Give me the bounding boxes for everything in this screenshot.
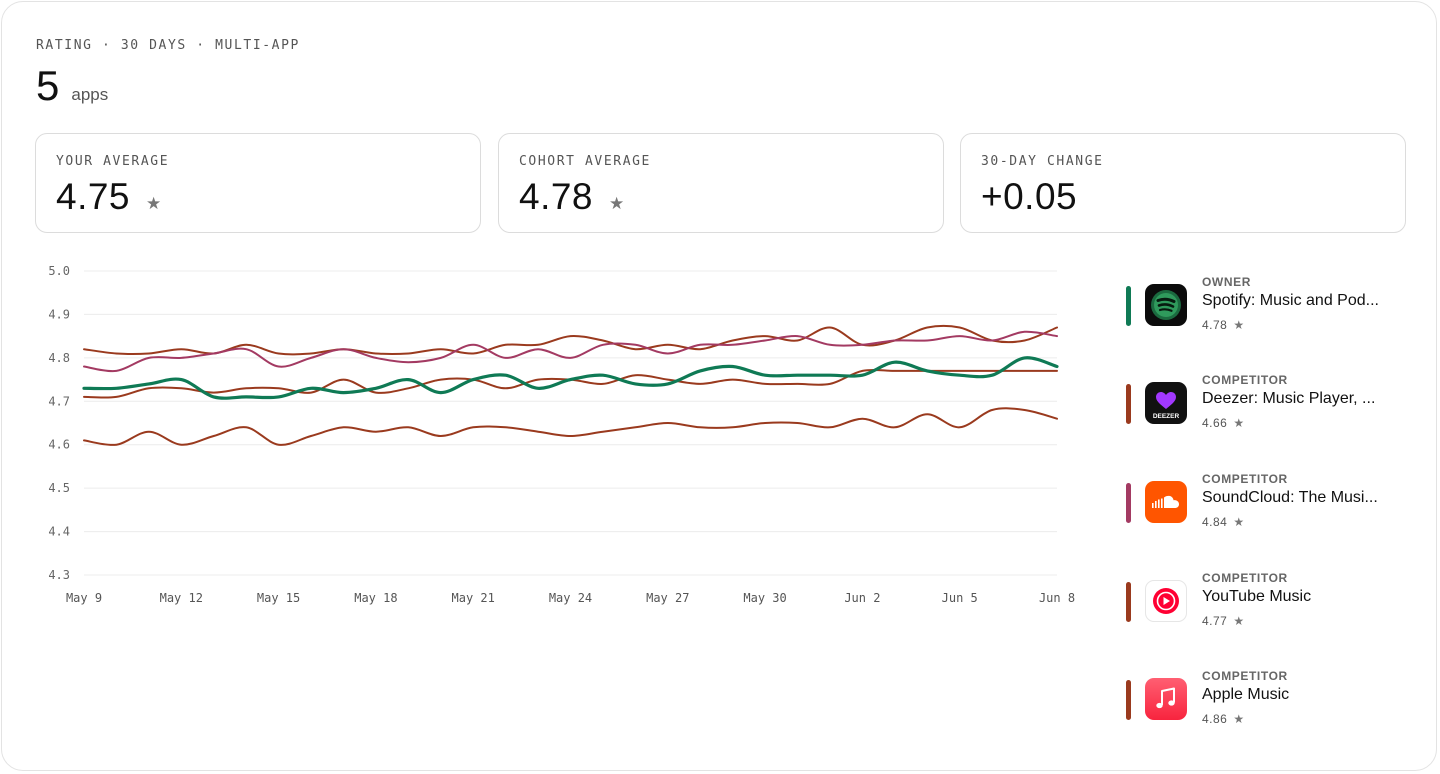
series-line-youtube-music (83, 368, 1058, 399)
stat-your-average: YOUR AVERAGE 4.75 ★ (35, 133, 481, 233)
y-tick-label: 5.0 (48, 264, 70, 278)
stat-label: YOUR AVERAGE (56, 154, 170, 169)
star-icon: ★ (1233, 515, 1245, 529)
legend-role: COMPETITOR (1202, 472, 1288, 486)
x-tick-label: May 15 (257, 591, 300, 605)
legend-app-name: Deezer: Music Player, ... (1202, 390, 1376, 407)
x-tick-label: May 9 (66, 591, 102, 605)
legend-rating: 4.77 (1202, 614, 1228, 628)
legend-color-bar (1126, 483, 1131, 523)
stat-value: +0.05 (981, 176, 1078, 217)
star-icon: ★ (1233, 416, 1245, 430)
app-count: 5 apps (36, 62, 108, 110)
legend-item-apple-music[interactable]: COMPETITOR Apple Music 4.86 ★ (1122, 666, 1422, 726)
x-tick-label: May 18 (354, 591, 397, 605)
apple-music-icon (1145, 678, 1187, 720)
deezer-icon: DEEZER (1145, 382, 1187, 424)
legend-item-youtube-music[interactable]: COMPETITOR YouTube Music 4.77 ★ (1122, 568, 1422, 628)
legend-rating: 4.66 (1202, 416, 1228, 430)
legend-app-name: YouTube Music (1202, 588, 1312, 605)
legend-item-deezer[interactable]: DEEZER COMPETITOR Deezer: Music Player, … (1122, 370, 1422, 430)
rating-line-chart: 5.0 4.9 4.8 4.7 4.6 4.5 4.4 4.3 May 9 May 12 May 1… (48, 264, 1075, 605)
y-tick-label: 4.8 (48, 351, 70, 365)
star-icon: ★ (609, 194, 625, 213)
stat-30-day-change: 30-DAY CHANGE +0.05 (960, 133, 1406, 233)
legend-role: OWNER (1202, 275, 1251, 289)
soundcloud-icon (1145, 481, 1187, 523)
x-tick-label: May 27 (646, 591, 689, 605)
stat-value: 4.78 (519, 176, 594, 217)
x-tick-label: Jun 8 (1039, 591, 1075, 605)
legend-role: COMPETITOR (1202, 571, 1288, 585)
star-icon: ★ (1233, 318, 1245, 332)
y-tick-label: 4.5 (48, 481, 70, 495)
legend-rating: 4.84 (1202, 515, 1228, 529)
legend-color-bar (1126, 680, 1131, 720)
star-icon: ★ (1233, 712, 1245, 726)
y-tick-label: 4.6 (48, 438, 70, 452)
legend-role: COMPETITOR (1202, 373, 1288, 387)
series-line-soundcloud-the-musi (83, 330, 1058, 373)
x-tick-label: May 24 (549, 591, 592, 605)
svg-text:DEEZER: DEEZER (1153, 413, 1180, 420)
legend-rating: 4.86 (1202, 712, 1228, 726)
stat-cohort-average: COHORT AVERAGE 4.78 ★ (498, 133, 944, 233)
series-line-deezer-music-player (83, 407, 1058, 446)
card-eyebrow: RATING · 30 DAYS · MULTI-APP (36, 38, 300, 53)
x-tick-label: May 12 (160, 591, 203, 605)
stat-label: COHORT AVERAGE (519, 154, 651, 169)
stat-label: 30-DAY CHANGE (981, 154, 1104, 169)
star-icon: ★ (146, 194, 162, 213)
legend-color-bar (1126, 286, 1131, 326)
legend-item-spotify[interactable]: OWNER Spotify: Music and Pod... 4.78 ★ (1122, 272, 1422, 332)
x-tick-label: Jun 5 (942, 591, 978, 605)
youtube-music-icon (1145, 580, 1187, 622)
legend-color-bar (1126, 384, 1131, 424)
y-tick-label: 4.7 (48, 394, 70, 408)
x-tick-label: May 30 (743, 591, 786, 605)
stat-value: 4.75 (56, 176, 131, 217)
legend-app-name: SoundCloud: The Musi... (1202, 489, 1378, 506)
legend-item-soundcloud[interactable]: COMPETITOR SoundCloud: The Musi... 4.84 ★ (1122, 469, 1422, 529)
y-tick-label: 4.3 (48, 568, 70, 582)
app-count-number: 5 (36, 62, 60, 109)
legend-app-name: Spotify: Music and Pod... (1202, 292, 1379, 309)
star-icon: ★ (1233, 614, 1245, 628)
legend-role: COMPETITOR (1202, 669, 1288, 683)
spotify-icon (1145, 284, 1187, 326)
series-line-spotify-music-and-pod (82, 356, 1059, 400)
app-count-unit: apps (71, 85, 109, 104)
legend-app-name: Apple Music (1202, 686, 1290, 703)
legend-rating: 4.78 (1202, 318, 1228, 332)
x-tick-label: May 21 (452, 591, 495, 605)
legend-color-bar (1126, 582, 1131, 622)
x-tick-label: Jun 2 (844, 591, 880, 605)
y-tick-label: 4.4 (48, 525, 70, 539)
y-tick-label: 4.9 (48, 307, 70, 321)
